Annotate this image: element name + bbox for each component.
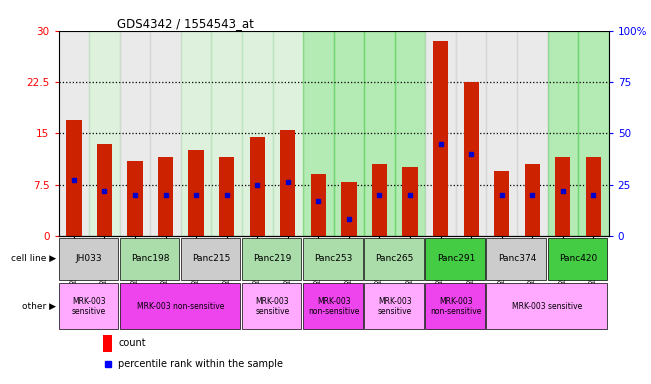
Text: count: count [118, 338, 146, 348]
Bar [547, 238, 607, 280]
Bar [242, 31, 273, 236]
Text: Panc215: Panc215 [192, 254, 230, 263]
Bar [486, 238, 546, 280]
Bar [120, 238, 179, 280]
Text: Panc374: Panc374 [498, 254, 536, 263]
Text: MRK-003
non-sensitive: MRK-003 non-sensitive [308, 297, 359, 316]
Bar [219, 157, 234, 236]
Bar [372, 164, 387, 236]
Bar [212, 31, 242, 236]
Bar [547, 31, 578, 236]
Text: MRK-003
sensitive: MRK-003 sensitive [378, 297, 412, 316]
Text: Panc265: Panc265 [376, 254, 414, 263]
Text: MRK-003 sensitive: MRK-003 sensitive [512, 302, 583, 311]
Bar [189, 151, 204, 236]
Bar [273, 31, 303, 236]
Bar [494, 171, 509, 236]
Text: percentile rank within the sample: percentile rank within the sample [118, 359, 283, 369]
Bar [486, 31, 517, 236]
Bar [464, 82, 478, 236]
Text: Panc198: Panc198 [131, 254, 169, 263]
Text: GDS4342 / 1554543_at: GDS4342 / 1554543_at [117, 17, 254, 30]
Bar [486, 283, 607, 329]
Bar [364, 283, 424, 329]
Bar [364, 31, 395, 236]
Bar [311, 174, 326, 236]
Bar [364, 238, 424, 280]
Bar [280, 130, 296, 236]
Bar [341, 182, 357, 236]
Bar [525, 164, 540, 236]
Bar [586, 157, 601, 236]
Bar [120, 31, 150, 236]
Text: other ▶: other ▶ [22, 302, 56, 311]
Text: JH033: JH033 [76, 254, 102, 263]
Text: MRK-003
sensitive: MRK-003 sensitive [72, 297, 106, 316]
Text: Panc420: Panc420 [559, 254, 597, 263]
Bar [158, 157, 173, 236]
Bar [395, 31, 425, 236]
Bar [120, 283, 240, 329]
Text: Panc219: Panc219 [253, 254, 292, 263]
Bar [97, 144, 112, 236]
Bar [181, 238, 240, 280]
Bar [128, 161, 143, 236]
Bar [59, 238, 118, 280]
Text: MRK-003
non-sensitive: MRK-003 non-sensitive [430, 297, 482, 316]
Text: MRK-003
sensitive: MRK-003 sensitive [255, 297, 290, 316]
Bar [425, 283, 485, 329]
Bar [66, 119, 81, 236]
Text: cell line ▶: cell line ▶ [10, 254, 56, 263]
Bar [456, 31, 486, 236]
Bar [89, 31, 120, 236]
Bar [303, 31, 334, 236]
Text: Panc253: Panc253 [314, 254, 353, 263]
Bar [555, 157, 570, 236]
Bar [59, 31, 89, 236]
Bar [249, 137, 265, 236]
Bar [578, 31, 609, 236]
Bar [242, 283, 301, 329]
Bar [303, 238, 363, 280]
Bar [150, 31, 181, 236]
Bar [59, 283, 118, 329]
Bar [303, 283, 363, 329]
Bar [181, 31, 212, 236]
Bar [103, 335, 113, 352]
Bar [517, 31, 547, 236]
Text: MRK-003 non-sensitive: MRK-003 non-sensitive [137, 302, 225, 311]
Bar [242, 238, 301, 280]
Bar [425, 31, 456, 236]
Bar [334, 31, 364, 236]
Bar [433, 41, 449, 236]
Text: Panc291: Panc291 [437, 254, 475, 263]
Bar [425, 238, 485, 280]
Bar [402, 167, 418, 236]
